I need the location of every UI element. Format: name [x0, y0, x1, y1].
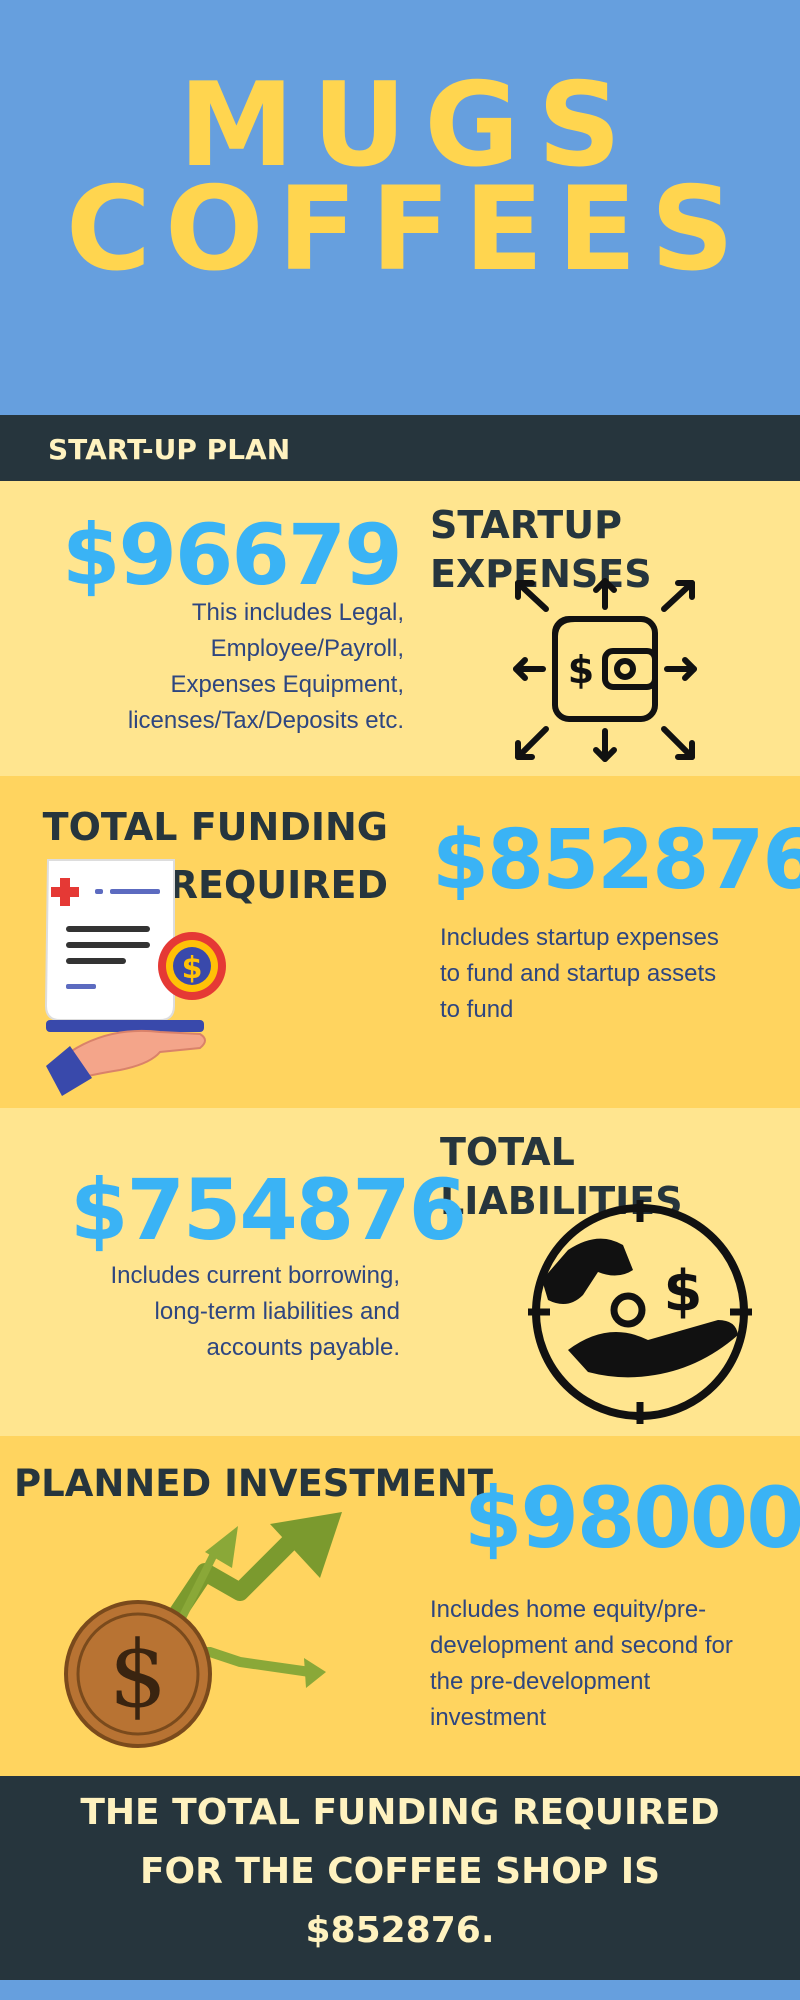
- liabilities-desc-line: long-term liabilities and: [154, 1298, 400, 1325]
- investment-desc-line: investment: [430, 1704, 547, 1731]
- footer-bar: [0, 1776, 800, 1980]
- footer-line-1: THE TOTAL FUNDING REQUIRED: [80, 1792, 720, 1833]
- funding-amount: $852876: [432, 813, 800, 908]
- bottom-strip: [0, 1980, 800, 2000]
- title-line-1: MUGS: [178, 58, 640, 193]
- wallet-arrows-icon: $: [513, 578, 697, 762]
- funding-heading-line: TOTAL FUNDING: [42, 805, 388, 849]
- startup-amount: $96679: [62, 506, 403, 604]
- liabilities-description: Includes current borrowing, long-term li…: [40, 1258, 400, 1366]
- investment-desc-line: the pre-development: [430, 1668, 651, 1695]
- svg-text:$: $: [568, 648, 594, 692]
- funding-heading-line: REQUIRED: [168, 863, 388, 907]
- funding-heading: TOTAL FUNDING REQUIRED: [28, 798, 388, 914]
- section-total-liabilities: TOTAL LIABILITIES $754876 Includes curre…: [0, 1108, 800, 1436]
- section-startup-expenses: $96679 STARTUP EXPENSES This includes Le…: [0, 481, 800, 776]
- section-total-funding: TOTAL FUNDING REQUIRED $852876 Includes …: [0, 776, 800, 1108]
- svg-text:$: $: [664, 1259, 703, 1324]
- title-line-2: COFFEES: [65, 162, 749, 297]
- footer-line-2: FOR THE COFFEE SHOP IS: [139, 1851, 661, 1892]
- funding-desc-line: Includes startup expenses: [440, 924, 719, 951]
- investment-desc-line: development and second for: [430, 1632, 733, 1659]
- startup-desc-line: licenses/Tax/Deposits etc.: [127, 707, 404, 734]
- investment-description: Includes home equity/pre- development an…: [430, 1592, 790, 1736]
- clock-money-icon: $: [528, 1200, 752, 1424]
- funding-desc-line: to fund: [440, 996, 514, 1023]
- startup-desc-line: Expenses Equipment,: [170, 671, 404, 698]
- invoice-hand-icon: $: [44, 859, 226, 1096]
- footer-line-3: $852876.: [305, 1910, 495, 1951]
- funding-description: Includes startup expenses to fund and st…: [440, 920, 780, 1028]
- svg-text:$: $: [182, 951, 203, 986]
- startup-desc-line: Employee/Payroll,: [210, 635, 404, 662]
- plan-label: START-UP PLAN: [48, 433, 291, 466]
- section-planned-investment: PLANNED INVESTMENT $98000 Includes home …: [0, 1436, 800, 1776]
- liabilities-amount: $754876: [70, 1161, 467, 1259]
- svg-text:$: $: [109, 1621, 168, 1728]
- coin-growth-icon: $: [64, 1512, 342, 1748]
- liabilities-desc-line: Includes current borrowing,: [110, 1262, 400, 1289]
- liabilities-desc-line: accounts payable.: [206, 1334, 400, 1361]
- startup-desc-line: This includes Legal,: [191, 599, 404, 626]
- investment-desc-line: Includes home equity/pre-: [430, 1596, 707, 1623]
- header: MUGS COFFEES: [0, 0, 800, 415]
- investment-amount: $98000: [464, 1469, 800, 1567]
- plan-bar: [0, 415, 800, 481]
- funding-desc-line: to fund and startup assets: [440, 960, 717, 987]
- investment-heading: PLANNED INVESTMENT: [14, 1462, 493, 1505]
- startup-description: This includes Legal, Employee/Payroll, E…: [44, 595, 404, 739]
